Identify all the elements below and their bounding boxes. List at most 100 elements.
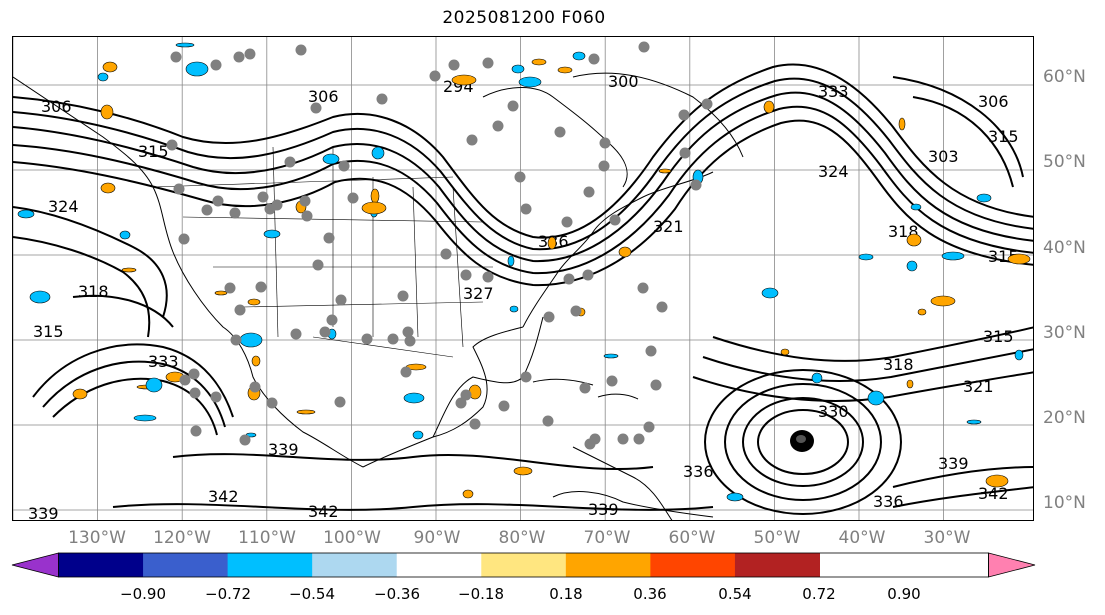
station-marker <box>323 232 335 244</box>
station-marker <box>387 333 399 345</box>
station-marker <box>588 53 600 65</box>
contour-label: 339 <box>268 440 299 459</box>
station-marker <box>469 418 481 430</box>
contour-label: 306 <box>41 97 72 116</box>
contour-label: 318 <box>78 282 109 301</box>
station-marker <box>598 160 610 172</box>
contour-label: 333 <box>818 82 849 101</box>
station-marker <box>637 282 649 294</box>
colorbar-tick: −0.90 <box>120 585 166 603</box>
lat-label: 40°N <box>1043 238 1086 258</box>
station-marker <box>570 305 582 317</box>
anomaly-blob <box>100 104 114 120</box>
contour-label: 303 <box>928 147 959 166</box>
anomaly-blob <box>361 201 387 215</box>
anomaly-blob <box>603 353 619 359</box>
anomaly-blob <box>511 64 525 74</box>
station-marker <box>319 326 331 338</box>
station-marker <box>542 415 554 427</box>
station-marker <box>448 59 460 71</box>
anomaly-blob <box>547 236 557 250</box>
lon-label: 80°W <box>498 528 546 548</box>
station-marker <box>284 156 296 168</box>
anomaly-blob <box>930 295 956 307</box>
anomaly-blob <box>97 72 109 82</box>
lon-label: 100°W <box>323 528 381 548</box>
station-marker <box>402 326 414 338</box>
anomaly-blob <box>214 290 228 296</box>
contour-label: 336 <box>873 492 904 511</box>
station-marker <box>599 137 611 149</box>
station-marker <box>271 199 283 211</box>
station-marker <box>701 98 713 110</box>
anomaly-blob <box>371 146 385 160</box>
lon-label: 130°W <box>68 528 126 548</box>
lon-label: 60°W <box>668 528 716 548</box>
colorbar-tick: 0.90 <box>887 585 921 603</box>
colorbar-cell <box>396 553 482 577</box>
colorbar-cell <box>481 553 567 577</box>
lon-label: 40°W <box>838 528 886 548</box>
anomaly-blob <box>175 42 195 48</box>
station-marker <box>290 328 302 340</box>
colorbar-cell <box>650 553 736 577</box>
map-canvas: 306 315 324 318 306 294 300 333 306 315 … <box>13 37 1033 521</box>
station-marker <box>400 366 412 378</box>
anomaly-blob <box>1007 253 1031 265</box>
anomaly-blob <box>572 51 586 61</box>
contour-label: 321 <box>653 217 684 236</box>
anomaly-blob <box>145 377 163 393</box>
colorbar-tick: 0.36 <box>633 585 667 603</box>
contour-label: 318 <box>883 355 914 374</box>
station-marker <box>520 203 532 215</box>
anomaly-blob <box>462 489 474 499</box>
colorbar-tick: −0.36 <box>374 585 420 603</box>
station-marker <box>563 273 575 285</box>
colorbar-tick: 0.18 <box>549 585 583 603</box>
station-marker <box>582 269 594 281</box>
map-panel[interactable]: 306 315 324 318 306 294 300 333 306 315 … <box>12 36 1034 521</box>
station-marker <box>299 195 311 207</box>
station-marker <box>189 387 201 399</box>
anomaly-blob <box>322 153 340 165</box>
anomaly-blob <box>976 193 992 203</box>
anomaly-blob <box>513 466 533 476</box>
station-marker <box>543 311 555 323</box>
station-marker <box>554 126 566 138</box>
lat-label: 50°N <box>1043 152 1086 172</box>
station-markers <box>166 41 713 450</box>
contour-label: 315 <box>33 322 64 341</box>
cyclone-center <box>790 430 814 452</box>
anomaly-blob <box>858 253 874 261</box>
map-title: 2025081200 F060 <box>442 8 606 28</box>
anomaly-blob <box>296 409 316 415</box>
station-marker <box>338 160 350 172</box>
station-marker <box>638 41 650 53</box>
colorbar-cell <box>734 553 820 577</box>
station-marker <box>466 134 478 146</box>
lon-label: 90°W <box>413 528 461 548</box>
station-marker <box>678 109 690 121</box>
anomaly-blob <box>531 58 547 66</box>
contour-label: 339 <box>28 504 59 521</box>
station-marker <box>561 216 573 228</box>
anomaly-blob <box>251 355 261 367</box>
station-marker <box>482 57 494 69</box>
theta-contours <box>13 63 1033 515</box>
station-marker <box>190 425 202 437</box>
anomaly-blob <box>247 298 261 306</box>
anomaly-blob <box>239 332 263 348</box>
coastlines <box>13 72 744 520</box>
anomaly-blob <box>509 305 519 313</box>
anomaly-blob <box>263 229 281 239</box>
station-marker <box>579 382 591 394</box>
contour-label: 342 <box>208 487 239 506</box>
colorbar-tick: −0.18 <box>458 585 504 603</box>
anomaly-blob <box>910 203 922 211</box>
station-marker <box>178 233 190 245</box>
graticule <box>13 37 1033 520</box>
lon-label: 110°W <box>238 528 296 548</box>
anomaly-blob <box>72 388 88 400</box>
colorbar-cell <box>58 553 144 577</box>
colorbar-cell <box>565 553 651 577</box>
